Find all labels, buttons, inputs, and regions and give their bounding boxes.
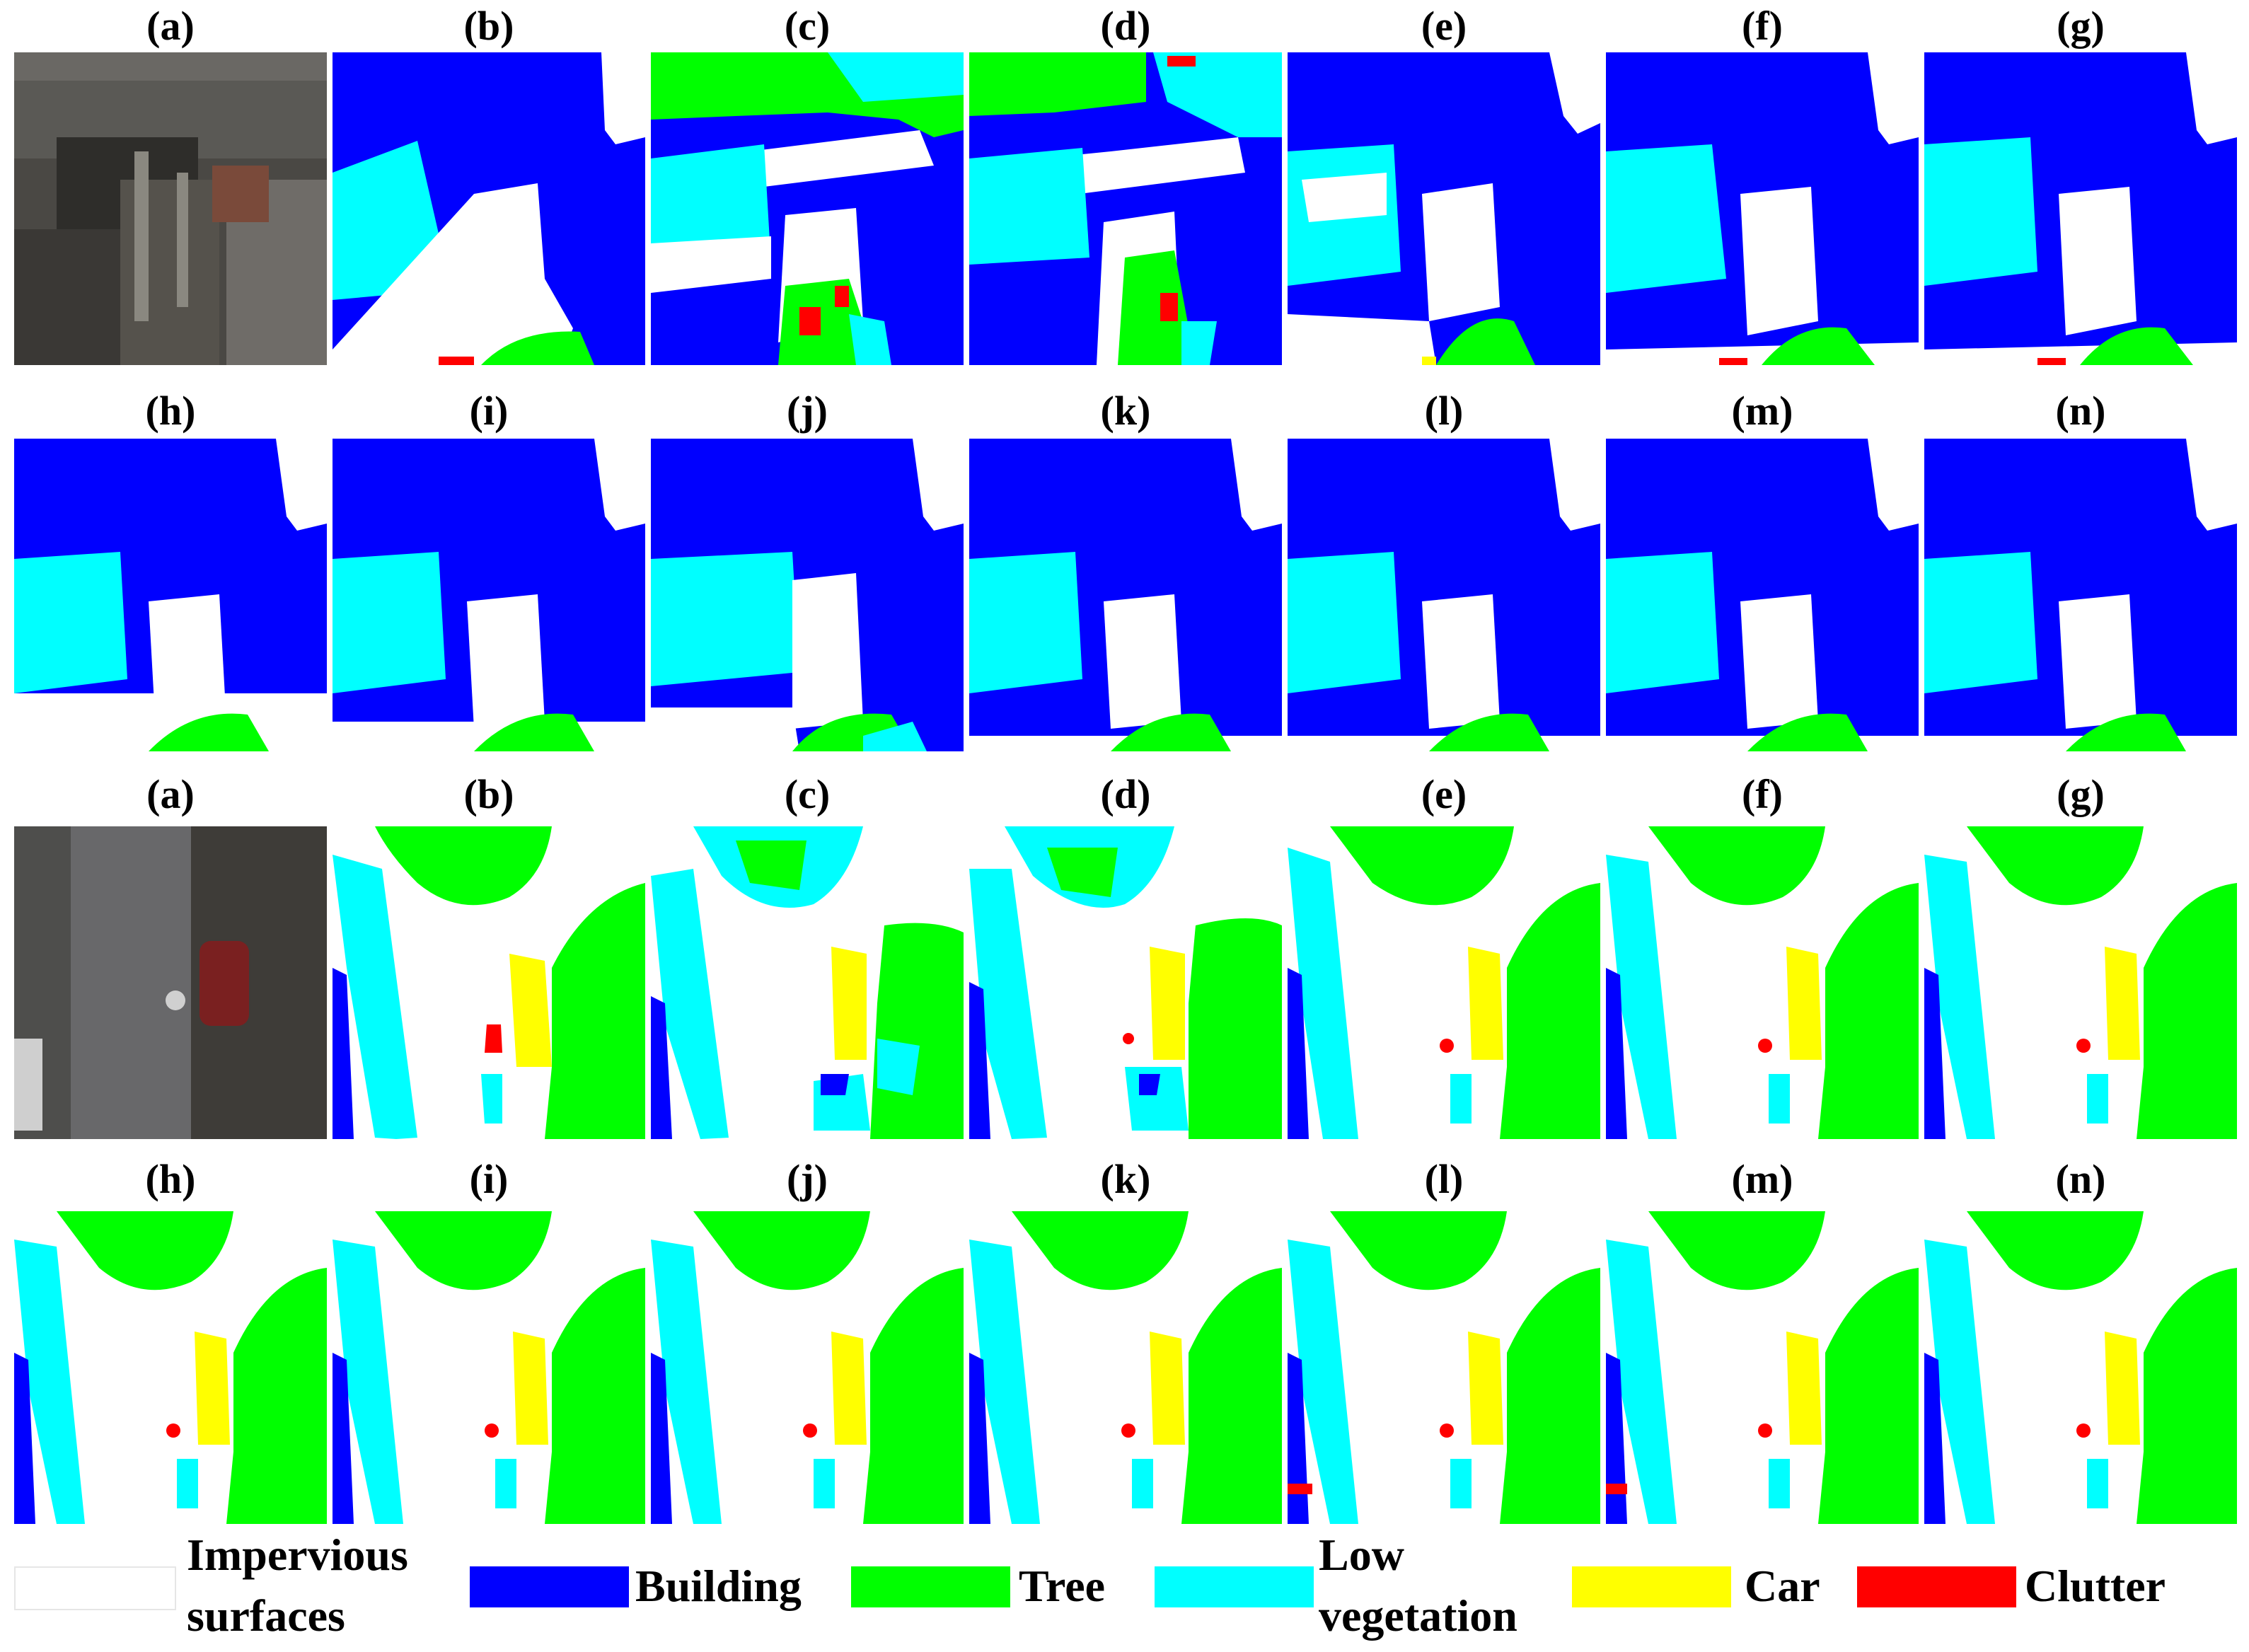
panel-label: (m): [1731, 388, 1793, 434]
panel-label: (f): [1742, 771, 1783, 817]
map-scene1-l: [1288, 439, 1600, 751]
panel-label: (g): [2057, 3, 2105, 49]
map-scene2-n: [1924, 1211, 2237, 1524]
panel-label: (d): [1100, 3, 1151, 49]
aerial-photo-scene2: [14, 826, 327, 1139]
map-scene1-k: [969, 439, 1282, 751]
map-scene2-c: [651, 826, 964, 1139]
panel-label: (k): [1100, 388, 1151, 434]
legend-label-impervious-line1: Impervious: [187, 1530, 408, 1580]
legend-swatch-impervious: [14, 1566, 176, 1610]
panel-label: (f): [1742, 3, 1783, 49]
panel-label: (n): [2055, 388, 2106, 434]
map-scene2-m: [1606, 1211, 1919, 1524]
aerial-photo-scene1: [14, 52, 327, 365]
panel-label: (j): [787, 388, 828, 434]
panel-label: (k): [1100, 1156, 1151, 1202]
panel-label: (m): [1731, 1156, 1793, 1202]
map-scene1-n: [1924, 439, 2237, 751]
legend-swatch-low-vegetation: [1155, 1566, 1314, 1607]
panel-label: (g): [2057, 771, 2105, 817]
legend-swatch-clutter: [1857, 1566, 2016, 1607]
map-scene1-m: [1606, 439, 1919, 751]
panel-label: (c): [784, 771, 831, 817]
map-scene1-i: [333, 439, 645, 751]
panel-label: (a): [146, 771, 195, 817]
map-scene1-g: [1924, 52, 2237, 365]
panel-label: (b): [463, 3, 514, 49]
panel-label: (e): [1421, 771, 1467, 817]
panel-label: (h): [145, 388, 196, 434]
panel-label: (l): [1424, 388, 1464, 434]
map-scene2-i: [333, 1211, 645, 1524]
panel-label: (e): [1421, 3, 1467, 49]
panel-label: (l): [1424, 1156, 1464, 1202]
legend-label-clutter: Clutter: [2025, 1561, 2166, 1611]
panel-label: (d): [1100, 771, 1151, 817]
legend-label-building: Building: [635, 1561, 802, 1611]
panel-label: (j): [787, 1156, 828, 1202]
map-scene1-f: [1606, 52, 1919, 365]
map-scene1-j: [651, 439, 964, 751]
legend-swatch-car: [1572, 1566, 1731, 1607]
panel-label: (a): [146, 3, 195, 49]
map-scene2-b: [333, 826, 645, 1139]
panel-label: (c): [784, 3, 831, 49]
legend-label-low-vegetation-line2: vegetation: [1319, 1590, 1517, 1641]
map-scene2-l: [1288, 1211, 1600, 1524]
map-scene1-d: [969, 52, 1282, 365]
map-scene1-h: [14, 439, 327, 751]
legend-label-tree: Tree: [1019, 1561, 1105, 1611]
map-scene1-e: [1288, 52, 1600, 365]
map-scene2-j: [651, 1211, 964, 1524]
map-scene1-b: [333, 52, 645, 365]
legend-label-impervious-line2: surfaces: [187, 1590, 345, 1641]
panel-label: (b): [463, 771, 514, 817]
legend-label-car: Car: [1745, 1561, 1820, 1611]
map-scene2-g: [1924, 826, 2237, 1139]
map-scene2-h: [14, 1211, 327, 1524]
legend-label-low-vegetation-line1: Low: [1319, 1530, 1404, 1580]
panel-label: (i): [469, 388, 509, 434]
panel-label: (i): [469, 1156, 509, 1202]
panel-label: (n): [2055, 1156, 2106, 1202]
map-scene2-e: [1288, 826, 1600, 1139]
panel-label: (h): [145, 1156, 196, 1202]
map-scene2-k: [969, 1211, 1282, 1524]
map-scene2-d: [969, 826, 1282, 1139]
map-scene1-c: [651, 52, 964, 365]
legend-swatch-tree: [851, 1566, 1010, 1607]
legend-swatch-building: [470, 1566, 629, 1607]
map-scene2-f: [1606, 826, 1919, 1139]
